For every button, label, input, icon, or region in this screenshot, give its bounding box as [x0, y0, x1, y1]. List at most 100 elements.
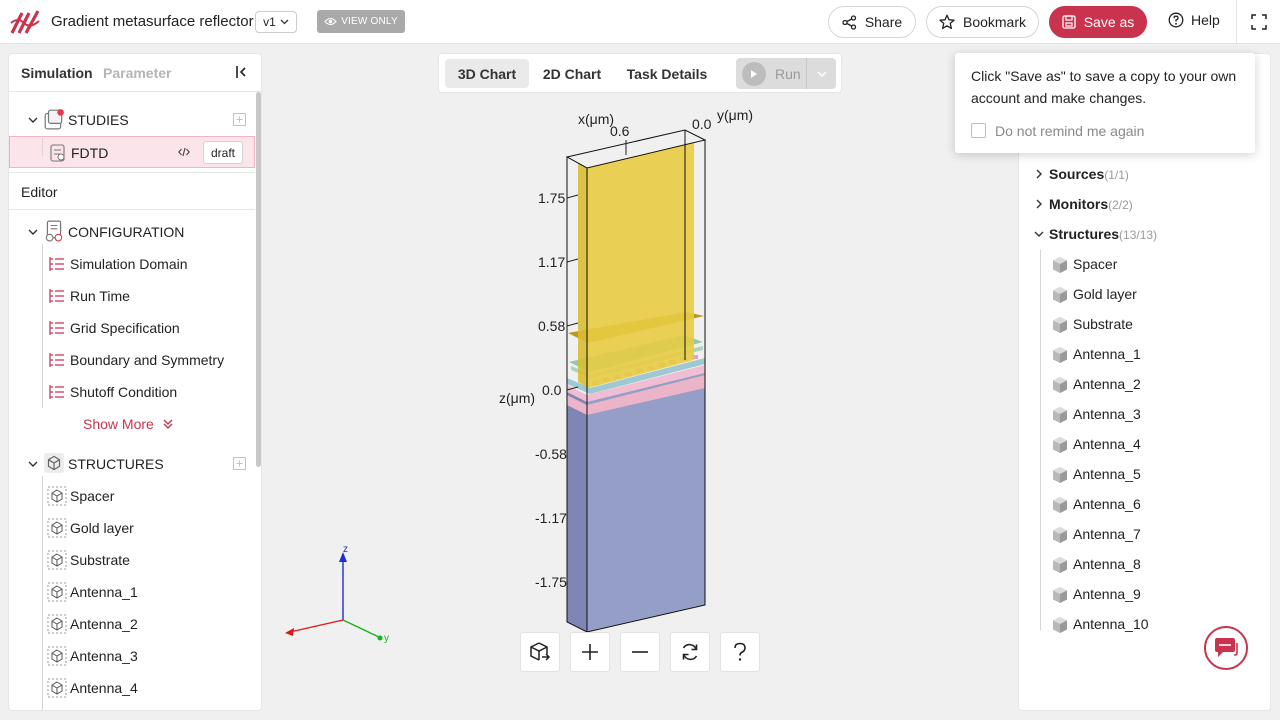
tree-item-antenna-6[interactable]: Antenna_6: [1019, 490, 1270, 520]
structure-cube-icon: [47, 678, 67, 698]
cube-icon: [1053, 557, 1067, 573]
run-button[interactable]: Run: [736, 58, 836, 89]
tree-item-antenna-8[interactable]: Antenna_8: [1019, 550, 1270, 580]
structures-tree-label: Structures: [1049, 226, 1120, 242]
config-item-run-time[interactable]: Run Time: [9, 280, 255, 312]
version-select[interactable]: v1: [255, 11, 297, 33]
tree-item-spacer[interactable]: Spacer: [1019, 250, 1270, 280]
chevron-down-icon[interactable]: [27, 458, 39, 470]
chevron-down-icon[interactable]: [27, 226, 39, 238]
add-structure-icon[interactable]: [233, 457, 246, 470]
simulation-domain-box[interactable]: [578, 142, 694, 388]
configuration-group[interactable]: CONFIGURATION: [9, 216, 255, 248]
chat-button[interactable]: [1204, 626, 1248, 670]
gold-layer-structure[interactable]: [567, 358, 705, 394]
spacer-structure[interactable]: [567, 365, 705, 415]
chevron-right-icon[interactable]: [1033, 198, 1045, 210]
tree-item-gold-layer[interactable]: Gold layer: [1019, 280, 1270, 310]
draft-badge[interactable]: draft: [203, 141, 243, 164]
cube-icon: [1053, 317, 1067, 333]
tab-simulation[interactable]: Simulation: [21, 65, 93, 81]
structure-item-antenna-1[interactable]: Antenna_1: [9, 576, 255, 608]
gizmo-z-label: z: [343, 544, 348, 555]
list-settings-icon: [49, 353, 64, 367]
chevron-down-icon[interactable]: [27, 114, 39, 126]
structure-item-spacer[interactable]: Spacer: [9, 480, 255, 512]
tree-item-substrate[interactable]: Substrate: [1019, 310, 1270, 340]
structures-icon: [44, 453, 64, 473]
tree-item-antenna-9[interactable]: Antenna_9: [1019, 580, 1270, 610]
fullscreen-button[interactable]: [1236, 0, 1280, 44]
tree-item-antenna-10[interactable]: Antenna_10: [1019, 610, 1270, 640]
structures-count: (13/13): [1119, 228, 1158, 242]
tree-item-antenna-1[interactable]: Antenna_1: [1019, 340, 1270, 370]
save-as-button[interactable]: Save as: [1049, 6, 1147, 38]
save-icon: [1062, 15, 1076, 29]
config-item-shutoff-condition[interactable]: Shutoff Condition: [9, 376, 255, 408]
study-item-label: FDTD: [71, 145, 109, 161]
add-study-icon[interactable]: [233, 113, 246, 126]
structure-item-antenna-2[interactable]: Antenna_2: [9, 608, 255, 640]
editor-label: Editor: [21, 184, 58, 200]
chevron-down-icon: [280, 19, 289, 25]
sources-group[interactable]: Sources(1/1): [1019, 160, 1270, 190]
structure-item-label: Substrate: [70, 552, 130, 568]
view-help-button[interactable]: [720, 632, 760, 672]
structure-item-gold-layer[interactable]: Gold layer: [9, 512, 255, 544]
app-logo-icon[interactable]: [10, 9, 40, 35]
config-item-boundary-and-symmetry[interactable]: Boundary and Symmetry: [9, 344, 255, 376]
structure-item-antenna-4[interactable]: Antenna_4: [9, 672, 255, 704]
help-label: Help: [1191, 12, 1220, 28]
3d-viewport[interactable]: x(μm) 0.6 y(μm) 0.0 z(μm) 1.75 1.17 0.58…: [270, 95, 1010, 655]
cube-icon: [1053, 617, 1067, 633]
code-icon[interactable]: [178, 147, 190, 157]
help-button[interactable]: Help: [1168, 12, 1220, 28]
do-not-remind-checkbox[interactable]: [971, 123, 986, 138]
tab-task-details[interactable]: Task Details: [626, 65, 708, 82]
do-not-remind-label[interactable]: Do not remind me again: [995, 123, 1145, 139]
left-panel-scrollbar[interactable]: [256, 92, 261, 467]
substrate-structure[interactable]: [567, 367, 705, 632]
tree-guide: [42, 244, 43, 408]
tree-item-antenna-7[interactable]: Antenna_7: [1019, 520, 1270, 550]
run-options-button[interactable]: [806, 58, 836, 89]
tab-3d-chart[interactable]: 3D Chart: [445, 59, 529, 88]
zoom-in-button[interactable]: [570, 632, 610, 672]
cube-icon: [1053, 467, 1067, 483]
tree-item-antenna-2[interactable]: Antenna_2: [1019, 370, 1270, 400]
z-axis-label: z(μm): [499, 390, 535, 406]
tree-item-label: Antenna_2: [1073, 376, 1141, 392]
left-panel-tabs: Simulation Parameter: [9, 54, 261, 92]
structure-cube-icon: [47, 486, 67, 506]
tree-item-antenna-3[interactable]: Antenna_3: [1019, 400, 1270, 430]
monitors-group[interactable]: Monitors(2/2): [1019, 190, 1270, 220]
chevron-down-icon: [816, 70, 827, 77]
studies-group[interactable]: STUDIES: [9, 104, 255, 136]
reset-view-button[interactable]: [670, 632, 710, 672]
structures-tree-group[interactable]: Structures(13/13): [1019, 220, 1270, 250]
config-item-grid-specification[interactable]: Grid Specification: [9, 312, 255, 344]
config-item-simulation-domain[interactable]: Simulation Domain: [9, 248, 255, 280]
tab-2d-chart[interactable]: 2D Chart: [542, 65, 602, 82]
study-item-fdtd[interactable]: FDTD draft: [9, 136, 255, 168]
share-button[interactable]: Share: [828, 6, 916, 38]
show-more-button[interactable]: Show More: [83, 416, 174, 432]
chevron-right-icon[interactable]: [1033, 168, 1045, 180]
structure-item-antenna-3[interactable]: Antenna_3: [9, 640, 255, 672]
structure-item-substrate[interactable]: Substrate: [9, 544, 255, 576]
tree-item-antenna-5[interactable]: Antenna_5: [1019, 460, 1270, 490]
tree-item-label: Antenna_8: [1073, 556, 1141, 572]
question-mark-icon: [734, 642, 746, 661]
play-icon: [742, 61, 766, 86]
zoom-out-button[interactable]: [620, 632, 660, 672]
chevron-down-icon[interactable]: [1033, 228, 1045, 240]
view-preset-button[interactable]: [520, 632, 560, 672]
eye-icon: [324, 17, 337, 26]
tree-item-antenna-4[interactable]: Antenna_4: [1019, 430, 1270, 460]
z-axis-tick: -1.17: [535, 510, 567, 526]
tab-parameter[interactable]: Parameter: [103, 65, 172, 81]
collapse-panel-icon[interactable]: [235, 65, 249, 79]
bookmark-button[interactable]: Bookmark: [926, 6, 1039, 38]
structures-group[interactable]: STRUCTURES: [9, 448, 255, 480]
left-panel: Simulation Parameter STUDIES FDTD draft …: [8, 53, 262, 711]
